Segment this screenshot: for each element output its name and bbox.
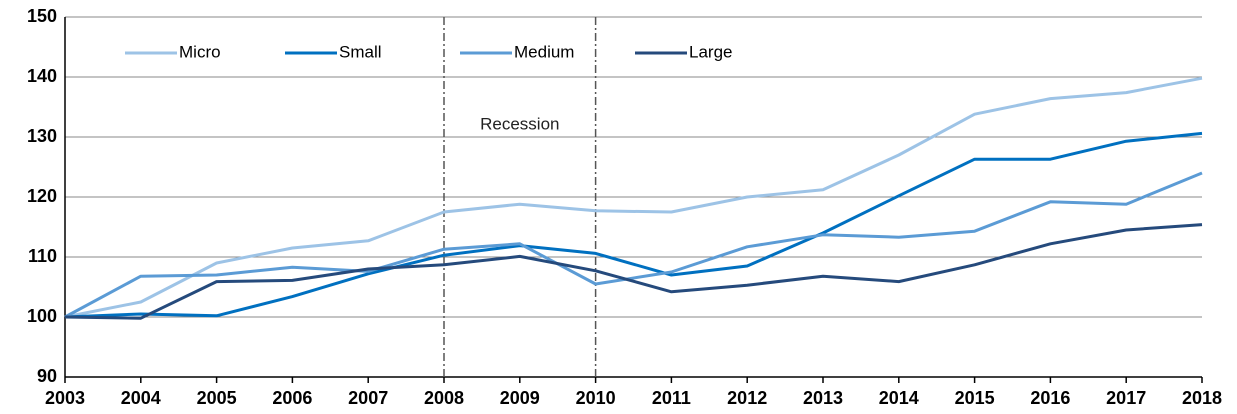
series-line [64,131,1203,319]
x-tick-label: 2015 [955,388,995,408]
x-tick-label: 2007 [348,388,388,408]
y-tick-label: 100 [27,306,57,326]
x-tick-label: 2018 [1182,388,1222,408]
series-line [64,171,1203,319]
x-tick-label: 2014 [879,388,919,408]
y-tick-label: 90 [37,366,57,386]
y-tick-label: 150 [27,6,57,26]
x-tick-label: 2005 [197,388,237,408]
x-tick-label: 2004 [121,388,161,408]
legend-label: Large [689,42,732,61]
legend-label: Small [339,42,382,61]
x-tick-label: 2013 [803,388,843,408]
y-tick-label: 110 [28,246,57,266]
x-tick-label: 2012 [727,388,767,408]
x-tick-label: 2008 [424,388,464,408]
y-tick-label: 140 [27,66,57,86]
x-tick-label: 2003 [45,388,85,408]
recession-label: Recession [480,114,559,133]
series-line [64,223,1203,320]
legend-label: Medium [514,42,574,61]
series-line [64,76,1203,319]
y-tick-label: 130 [27,126,57,146]
x-tick-label: 2016 [1030,388,1070,408]
legend-label: Micro [179,42,221,61]
x-tick-label: 2009 [500,388,540,408]
x-tick-label: 2010 [576,388,616,408]
x-tick-label: 2017 [1106,388,1146,408]
x-tick-label: 2011 [652,388,691,408]
x-tick-label: 2006 [272,388,312,408]
y-tick-label: 120 [27,186,57,206]
